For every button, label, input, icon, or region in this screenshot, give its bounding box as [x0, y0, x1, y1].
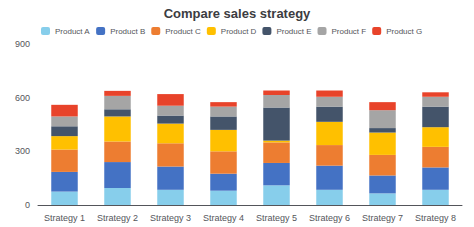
svg-text:600: 600: [15, 93, 30, 103]
svg-text:Product F: Product F: [332, 27, 367, 36]
svg-text:Product E: Product E: [276, 27, 311, 36]
svg-text:Strategy 1: Strategy 1: [44, 213, 85, 223]
svg-text:300: 300: [15, 146, 30, 156]
svg-text:Strategy 4: Strategy 4: [203, 213, 244, 223]
svg-text:Strategy 7: Strategy 7: [362, 213, 403, 223]
svg-text:Strategy 8: Strategy 8: [415, 213, 456, 223]
svg-text:Strategy 2: Strategy 2: [97, 213, 138, 223]
svg-text:Strategy 6: Strategy 6: [309, 213, 350, 223]
svg-text:900: 900: [15, 39, 30, 49]
svg-text:Product A: Product A: [55, 27, 90, 36]
svg-text:Product C: Product C: [165, 27, 201, 36]
svg-text:Product B: Product B: [110, 27, 145, 36]
svg-text:Compare sales strategy: Compare sales strategy: [164, 6, 311, 21]
svg-text:Product D: Product D: [221, 27, 257, 36]
svg-text:Strategy 3: Strategy 3: [150, 213, 191, 223]
svg-text:Product G: Product G: [386, 27, 422, 36]
svg-text:Strategy 5: Strategy 5: [256, 213, 297, 223]
svg-text:0: 0: [25, 200, 30, 210]
